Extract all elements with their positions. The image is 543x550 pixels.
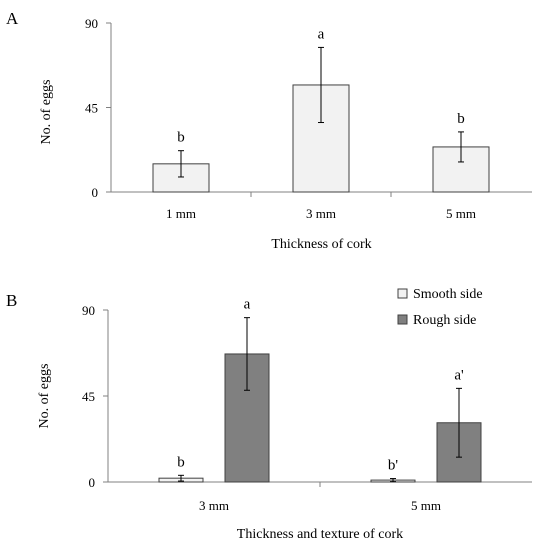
x-axis-title: Thickness and texture of cork bbox=[237, 527, 403, 542]
significance-label: b bbox=[177, 130, 185, 146]
x-axis-title: Thickness of cork bbox=[271, 237, 371, 252]
x-tick-label: 1 mm bbox=[166, 206, 196, 221]
y-tick-label: 45 bbox=[85, 101, 98, 116]
y-tick-label: 90 bbox=[85, 16, 98, 31]
significance-label: b bbox=[177, 454, 185, 470]
significance-label: b bbox=[457, 111, 465, 127]
x-tick-label: 5 mm bbox=[411, 498, 441, 513]
significance-label: a bbox=[318, 26, 325, 42]
y-tick-label: 90 bbox=[82, 303, 95, 318]
panel-b-chart: B 0 45 90 No. of eggs Thickness and texture … bbox=[6, 287, 532, 542]
y-tick-label: 45 bbox=[82, 389, 95, 404]
legend: Smooth side Rough side bbox=[397, 287, 483, 328]
significance-label: a bbox=[244, 297, 251, 313]
legend-label: Rough side bbox=[413, 313, 476, 328]
x-tick-label: 3 mm bbox=[306, 206, 336, 221]
x-tick-label: 3 mm bbox=[199, 498, 229, 513]
legend-swatch bbox=[397, 314, 408, 325]
panel-a-chart: A 0 45 90 No. of eggs Thickness of cork 1 mm b… bbox=[6, 9, 532, 252]
panel-a-letter: A bbox=[6, 9, 19, 28]
y-tick-label: 0 bbox=[92, 185, 99, 200]
y-axis-title: No. of eggs bbox=[39, 80, 54, 145]
significance-label: a' bbox=[454, 367, 464, 383]
y-axis-title: No. of eggs bbox=[37, 364, 52, 429]
panel-b-letter: B bbox=[6, 291, 17, 310]
legend-label: Smooth side bbox=[413, 287, 483, 302]
y-tick-label: 0 bbox=[89, 475, 96, 490]
significance-label: b' bbox=[388, 458, 399, 474]
x-tick-label: 5 mm bbox=[446, 206, 476, 221]
legend-swatch bbox=[397, 288, 408, 299]
